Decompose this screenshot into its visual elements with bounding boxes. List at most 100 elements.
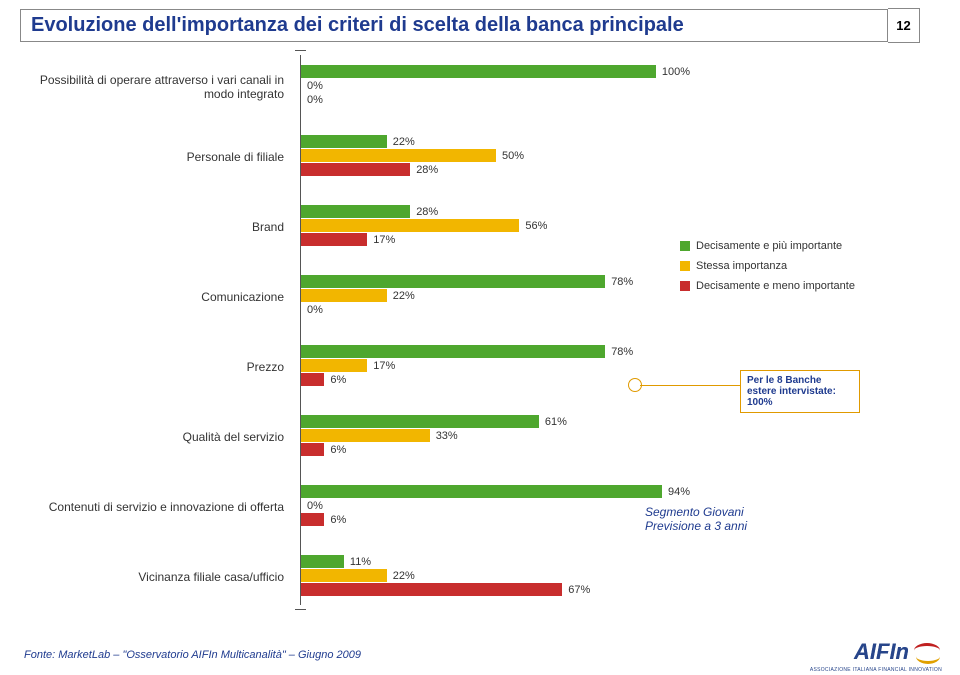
category-group: Possibilità di operare attraverso i vari… <box>20 65 940 109</box>
bar-value-label: 78% <box>611 276 633 288</box>
bar <box>301 373 324 386</box>
bar <box>301 583 562 596</box>
logo-swoosh-icon <box>916 641 942 663</box>
legend-item: Stessa importanza <box>680 260 855 272</box>
category-group: Qualità del servizio 61% 33% 6% <box>20 415 940 459</box>
logo-text: AIFIn <box>854 639 911 665</box>
category-group: Contenuti di servizio e innovazione di o… <box>20 485 940 529</box>
axis-tick-bottom <box>295 609 306 610</box>
bar <box>301 275 605 288</box>
callout-line3: 100% <box>747 397 853 408</box>
bar-value-label: 0% <box>307 94 323 106</box>
logo: AIFIn <box>854 639 942 665</box>
bar <box>301 163 410 176</box>
bar-row: 17% <box>301 359 690 372</box>
bar-row: 56% <box>301 219 690 232</box>
bar-value-label: 0% <box>307 80 323 92</box>
bar-row: 61% <box>301 415 690 428</box>
bar <box>301 513 324 526</box>
bar-value-label: 28% <box>416 164 438 176</box>
bar-row: 17% <box>301 233 690 246</box>
bar-row: 28% <box>301 205 690 218</box>
legend-label: Decisamente e meno importante <box>696 280 855 292</box>
bar-value-label: 61% <box>545 416 567 428</box>
bar-stack: 94% 0% 6% <box>301 485 690 529</box>
bar-row: 78% <box>301 345 690 358</box>
bar <box>301 345 605 358</box>
bar-row: 11% <box>301 555 690 568</box>
logo-subtitle: ASSOCIAZIONE ITALIANA FINANCIAL INNOVATI… <box>810 667 942 673</box>
category-label: Comunicazione <box>20 290 290 304</box>
legend-item: Decisamente e meno importante <box>680 280 855 292</box>
bar-value-label: 94% <box>668 486 690 498</box>
bar-chart: Possibilità di operare attraverso i vari… <box>20 55 940 615</box>
bar-value-label: 67% <box>568 584 590 596</box>
bar <box>301 205 410 218</box>
bar <box>301 289 387 302</box>
category-group: Personale di filiale 22% 50% 28% <box>20 135 940 179</box>
bar-row: 78% <box>301 275 690 288</box>
bar-value-label: 22% <box>393 290 415 302</box>
callout-note: Segmento Giovani Previsione a 3 anni <box>645 505 747 533</box>
bar-stack: 78% 22% 0% <box>301 275 690 319</box>
bar-value-label: 6% <box>330 374 346 386</box>
bar-value-label: 6% <box>330 444 346 456</box>
bar-row: 0% <box>301 303 690 316</box>
bar-row: 22% <box>301 135 690 148</box>
bar-row: 33% <box>301 429 690 442</box>
bar <box>301 233 367 246</box>
bar <box>301 359 367 372</box>
legend-swatch <box>680 261 690 271</box>
bar <box>301 485 662 498</box>
bar-stack: 61% 33% 6% <box>301 415 690 459</box>
bar-row: 22% <box>301 569 690 582</box>
callout-box: Per le 8 Banche estere intervistate: 100… <box>740 370 860 413</box>
category-group: Vicinanza filiale casa/ufficio11%22%67% <box>20 555 940 599</box>
bar-stack: 100% 0% 0% <box>301 65 690 109</box>
bar-value-label: 33% <box>436 430 458 442</box>
bar-value-label: 6% <box>330 514 346 526</box>
bar <box>301 219 519 232</box>
category-label: Brand <box>20 220 290 234</box>
bar-value-label: 22% <box>393 570 415 582</box>
bar-row: 0% <box>301 499 690 512</box>
bar-value-label: 50% <box>502 150 524 162</box>
bar-stack: 11% 22% 67% <box>301 555 690 599</box>
bar-value-label: 0% <box>307 500 323 512</box>
title-bar: Evoluzione dell'importanza dei criteri d… <box>20 8 920 43</box>
page-number: 12 <box>888 8 920 43</box>
bar-row: 0% <box>301 79 690 92</box>
bar <box>301 65 656 78</box>
legend-item: Decisamente e più importante <box>680 240 855 252</box>
legend: Decisamente e più importante Stessa impor… <box>680 240 855 300</box>
bar-row: 0% <box>301 93 690 106</box>
bar-stack: 28%56%17% <box>301 205 690 249</box>
legend-label: Decisamente e più importante <box>696 240 842 252</box>
category-label: Qualità del servizio <box>20 430 290 444</box>
source-footer: Fonte: MarketLab – "Osservatorio AIFIn M… <box>24 649 361 661</box>
note-line2: Previsione a 3 anni <box>645 519 747 533</box>
bar-value-label: 100% <box>662 66 690 78</box>
legend-swatch <box>680 241 690 251</box>
bar-value-label: 11% <box>350 556 371 568</box>
category-label: Personale di filiale <box>20 150 290 164</box>
title-box: Evoluzione dell'importanza dei criteri d… <box>20 9 888 42</box>
category-label: Contenuti di servizio e innovazione di o… <box>20 500 290 514</box>
bar <box>301 569 387 582</box>
legend-label: Stessa importanza <box>696 260 787 272</box>
bar <box>301 443 324 456</box>
bar <box>301 429 430 442</box>
callout-line1: Per le 8 Banche <box>747 375 853 386</box>
category-label: Possibilità di operare attraverso i vari… <box>20 73 290 101</box>
callout-line2: estere intervistate: <box>747 386 853 397</box>
bar-value-label: 0% <box>307 304 323 316</box>
callout-connector <box>640 385 740 386</box>
bar-row: 6% <box>301 513 690 526</box>
page-title: Evoluzione dell'importanza dei criteri d… <box>31 14 684 37</box>
bar-stack: 22% 50% 28% <box>301 135 690 179</box>
bar-row: 6% <box>301 443 690 456</box>
bar-row: 100% <box>301 65 690 78</box>
bar-row: 94% <box>301 485 690 498</box>
bar-row: 67% <box>301 583 690 596</box>
axis-tick-top <box>295 50 306 51</box>
